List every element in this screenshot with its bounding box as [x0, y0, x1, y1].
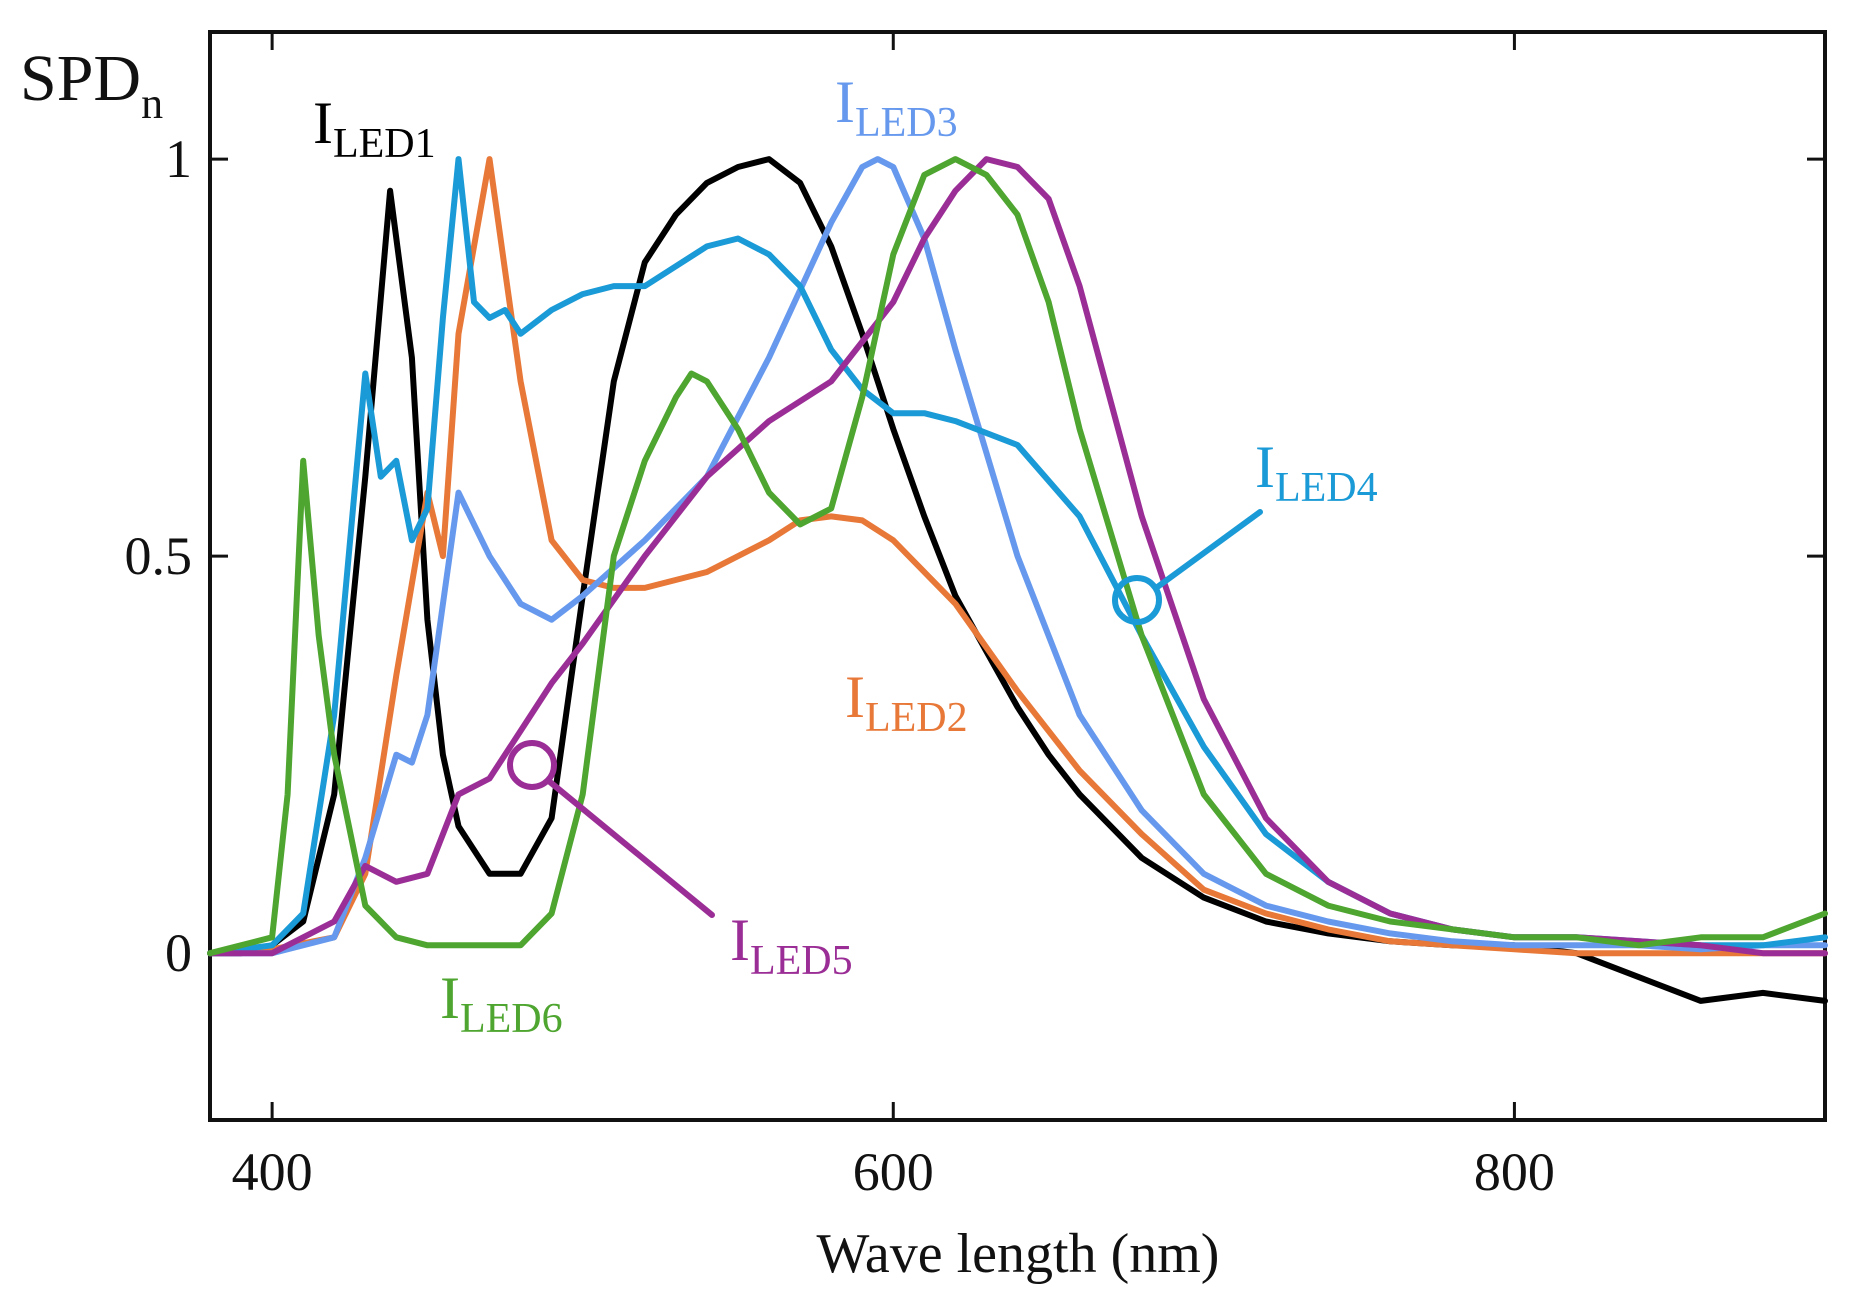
- series-label-iled2: ILED2: [845, 664, 968, 741]
- series-label-sub: LED2: [865, 695, 968, 741]
- x-tick-label: 800: [1474, 1142, 1555, 1202]
- callout-leader-iled4: [1153, 509, 1263, 591]
- x-axis-label: Wave length (nm): [817, 1223, 1220, 1285]
- callout-circle-iled4: [1112, 575, 1162, 625]
- series-label-main: I: [440, 965, 460, 1031]
- series-label-iled6: ILED6: [440, 965, 563, 1042]
- series-label-sub: LED5: [750, 938, 853, 984]
- axis-ticks: 400 600 800 0 0.5 1: [125, 32, 1825, 1202]
- series-label-sub: LED6: [460, 996, 563, 1042]
- series-label-sub: LED1: [333, 121, 436, 167]
- y-axis-label: SPDn: [20, 42, 163, 128]
- series-line-iled3: [207, 156, 1828, 957]
- series-label-iled5: ILED5: [730, 907, 853, 984]
- y-tick-label: 0: [165, 923, 192, 983]
- series-line-iled6: [207, 156, 1828, 957]
- series-lines: [207, 156, 1828, 1004]
- y-tick-label: 1: [165, 129, 192, 189]
- series-label-iled3: ILED3: [835, 69, 958, 146]
- series-label-iled1: ILED1: [313, 90, 436, 167]
- y-axis-label-main: SPD: [20, 42, 141, 115]
- y-axis-label-sub: n: [141, 79, 163, 128]
- callout-leader-iled5: [547, 779, 715, 918]
- series-label-main: I: [845, 664, 865, 730]
- plot-frame: [208, 30, 1827, 1122]
- x-tick-label: 600: [853, 1142, 934, 1202]
- series-label-sub: LED4: [1275, 465, 1378, 511]
- series-line-iled1: [207, 156, 1828, 1004]
- callout-circle-iled5: [507, 740, 557, 790]
- series-label-main: I: [835, 69, 855, 135]
- series-label-main: I: [1255, 434, 1275, 500]
- series-label-main: I: [730, 907, 750, 973]
- x-tick-label: 400: [232, 1142, 313, 1202]
- series-label-sub: LED3: [855, 100, 958, 146]
- y-tick-label: 0.5: [125, 526, 193, 586]
- series-label-iled4: ILED4: [1255, 434, 1378, 511]
- series-label-main: I: [313, 90, 333, 156]
